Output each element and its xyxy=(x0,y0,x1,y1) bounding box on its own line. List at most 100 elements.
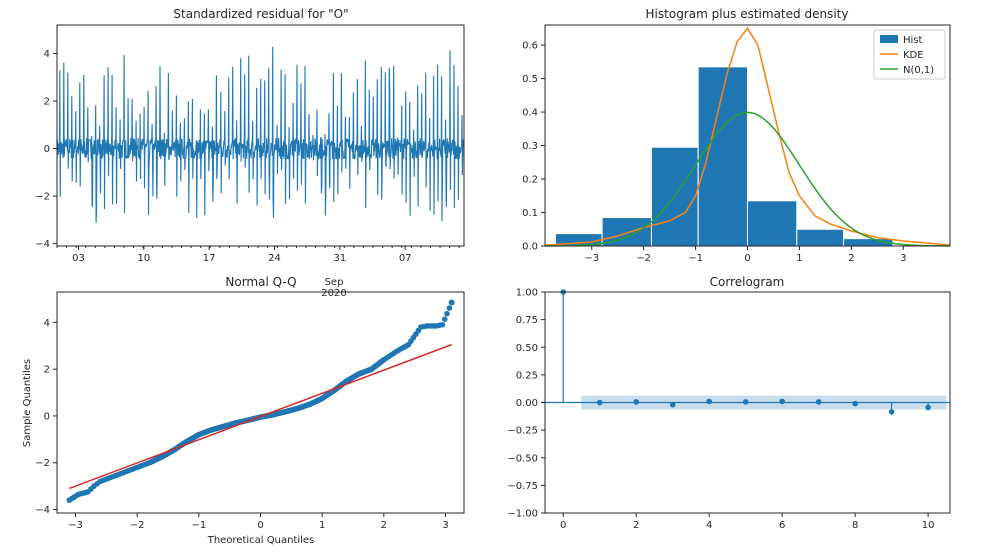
residual-title: Standardized residual for "O" xyxy=(173,7,348,21)
y-tick-label: 0.2 xyxy=(522,175,538,186)
legend-label-kde: KDE xyxy=(903,50,924,61)
y-tick-label: 2 xyxy=(44,365,50,376)
y-tick-label: −0.75 xyxy=(507,481,538,492)
y-tick-label: 0.5 xyxy=(522,74,538,85)
acf-point xyxy=(706,398,712,405)
x-tick-label: 0 xyxy=(744,253,750,264)
correlogram-panel: Correlogram 0 2 4 6 8 10 −1.00 −0.75 −0.50 −0.25… xyxy=(507,275,951,531)
histogram-title: Histogram plus estimated density xyxy=(646,7,849,21)
histogram-marks xyxy=(544,26,951,247)
y-tick-label: −2 xyxy=(35,192,50,203)
residual-marks xyxy=(56,46,465,223)
y-tick-label: 0.4 xyxy=(522,108,538,119)
x-tick-label: 10 xyxy=(922,520,935,531)
y-tick-label: −0.50 xyxy=(507,453,538,464)
qq-marks xyxy=(66,299,455,503)
x-tick-label: −1 xyxy=(688,253,703,264)
y-tick-label: −4 xyxy=(35,239,50,250)
y-tick-label: 4 xyxy=(44,318,50,329)
hist-bar xyxy=(697,66,749,247)
y-tick-label: 0.1 xyxy=(522,208,538,219)
residual-panel: Standardized residual for "O" 03 10 17 24 31… xyxy=(35,7,465,299)
residual-x-ticks: 03 10 17 24 31 07 xyxy=(56,246,460,264)
y-tick-label: −2 xyxy=(35,458,50,469)
y-tick-label: 4 xyxy=(44,49,50,60)
x-tick-label: 4 xyxy=(706,520,712,531)
legend-swatch-hist xyxy=(880,35,898,43)
qq-point xyxy=(446,305,453,311)
y-tick-label: 0 xyxy=(44,144,50,155)
x-tick-label: 03 xyxy=(72,253,85,264)
y-tick-label: 1.00 xyxy=(516,288,538,299)
residual-secondary-tick-year: 2020 xyxy=(321,288,346,299)
x-tick-label: 07 xyxy=(399,253,412,264)
y-tick-label: 0.50 xyxy=(516,343,538,354)
acf-point xyxy=(888,409,895,415)
y-tick-label: 0.3 xyxy=(522,141,538,152)
x-tick-label: 10 xyxy=(137,253,150,264)
correlogram-y-ticks: −1.00 −0.75 −0.50 −0.25 0.00 0.25 0.50 0.75 1.00 xyxy=(507,288,545,520)
x-tick-label: 31 xyxy=(333,253,346,264)
qq-axes-frame xyxy=(56,291,465,514)
x-tick-label: 0 xyxy=(560,520,566,531)
acf-point xyxy=(925,404,931,411)
qq-xlabel: Theoretical Quantiles xyxy=(207,535,315,546)
acf-point xyxy=(852,400,858,407)
x-tick-label: −1 xyxy=(191,520,206,531)
histogram-legend: Hist KDE N(0,1) xyxy=(873,29,946,80)
residual-y-ticks: −4 −2 0 2 4 xyxy=(35,49,57,250)
acf-point xyxy=(742,399,749,405)
qq-title: Normal Q-Q xyxy=(225,275,296,289)
hist-bar xyxy=(747,200,798,247)
qq-x-ticks: −3 −2 −1 0 1 2 3 xyxy=(68,513,449,531)
x-tick-label: −2 xyxy=(130,520,145,531)
y-tick-label: 0.25 xyxy=(516,370,538,381)
qq-y-ticks: −4 −2 0 2 4 xyxy=(35,318,57,516)
normal-pdf-line xyxy=(545,111,950,247)
acf-point xyxy=(596,399,603,406)
qq-point xyxy=(444,310,450,317)
x-tick-label: 0 xyxy=(257,520,263,531)
qq-point xyxy=(448,299,455,306)
y-tick-label: 0.75 xyxy=(516,315,538,326)
histogram-x-ticks: −3 −2 −1 0 1 2 3 xyxy=(584,246,906,264)
y-tick-label: −1.00 xyxy=(507,509,538,520)
hist-bar xyxy=(796,228,845,247)
y-tick-label: 0.6 xyxy=(522,41,538,52)
acf-point xyxy=(779,398,785,405)
residual-secondary-tick-month: Sep xyxy=(325,277,344,288)
x-tick-label: 8 xyxy=(852,520,858,531)
x-tick-label: 1 xyxy=(319,520,325,531)
legend-label-hist: Hist xyxy=(903,35,923,46)
y-tick-label: 2 xyxy=(44,97,50,108)
x-tick-label: 3 xyxy=(442,520,448,531)
y-tick-label: 0 xyxy=(44,411,50,422)
acf-point xyxy=(669,401,676,408)
x-tick-label: 6 xyxy=(779,520,785,531)
y-tick-label: 0.0 xyxy=(522,242,538,253)
qq-reference-line xyxy=(69,343,452,490)
qq-panel: Normal Q-Q −3 −2 −1 0 1 2 3 −4 −2 0 2 4 Theoretica… xyxy=(22,275,465,546)
x-tick-label: 2 xyxy=(381,520,387,531)
qq-point xyxy=(441,316,448,322)
x-tick-label: 24 xyxy=(268,253,281,264)
y-tick-label: −0.25 xyxy=(507,426,538,437)
x-tick-label: −2 xyxy=(636,253,651,264)
correlogram-x-ticks: 0 2 4 6 8 10 xyxy=(560,513,934,531)
y-tick-label: −4 xyxy=(35,505,50,516)
acf-point xyxy=(633,399,640,405)
residual-axes-frame xyxy=(56,24,465,247)
correlogram-title: Correlogram xyxy=(710,275,785,289)
kde-line xyxy=(544,26,951,247)
correlogram-marks xyxy=(545,289,950,415)
residual-series-line xyxy=(56,46,465,223)
histogram-y-ticks: 0.0 0.1 0.2 0.3 0.4 0.5 0.6 xyxy=(522,41,545,253)
y-tick-label: 0.00 xyxy=(516,398,538,409)
x-tick-label: 1 xyxy=(796,253,802,264)
qq-ylabel: Sample Quantiles xyxy=(22,359,33,447)
histogram-panel: Histogram plus estimated density −3 −2 −1 0… xyxy=(522,7,951,264)
x-tick-label: −3 xyxy=(68,520,83,531)
qq-point xyxy=(439,321,446,328)
x-tick-label: −3 xyxy=(584,253,599,264)
